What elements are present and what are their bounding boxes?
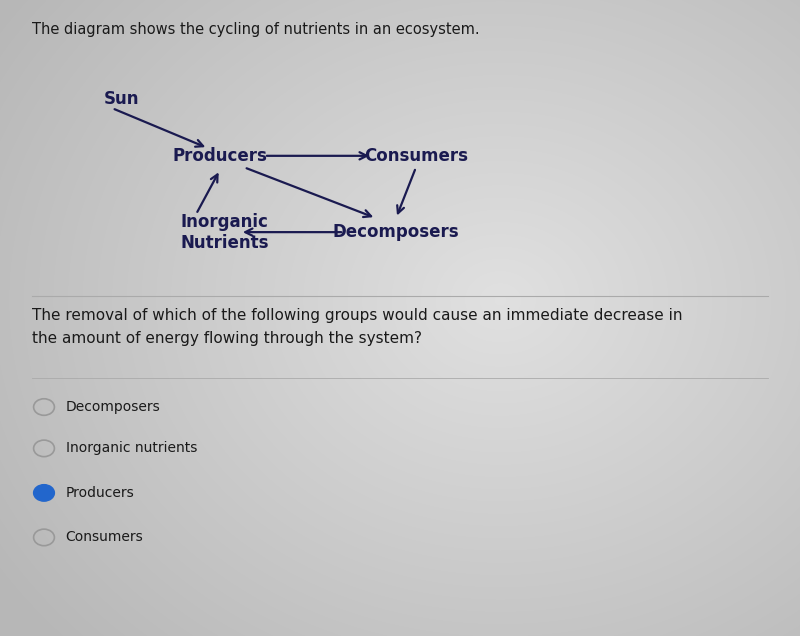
Text: Decomposers: Decomposers [333, 223, 459, 241]
Text: Consumers: Consumers [364, 147, 468, 165]
Text: The removal of which of the following groups would cause an immediate decrease i: The removal of which of the following gr… [32, 308, 682, 324]
Circle shape [34, 485, 54, 501]
Text: The diagram shows the cycling of nutrients in an ecosystem.: The diagram shows the cycling of nutrien… [32, 22, 480, 38]
Text: Decomposers: Decomposers [66, 400, 160, 414]
Text: Sun: Sun [104, 90, 139, 107]
Text: the amount of energy flowing through the system?: the amount of energy flowing through the… [32, 331, 422, 346]
Text: Consumers: Consumers [66, 530, 143, 544]
Text: Producers: Producers [173, 147, 267, 165]
Text: Inorganic nutrients: Inorganic nutrients [66, 441, 197, 455]
Text: Inorganic
Nutrients: Inorganic Nutrients [180, 212, 269, 252]
Text: Producers: Producers [66, 486, 134, 500]
